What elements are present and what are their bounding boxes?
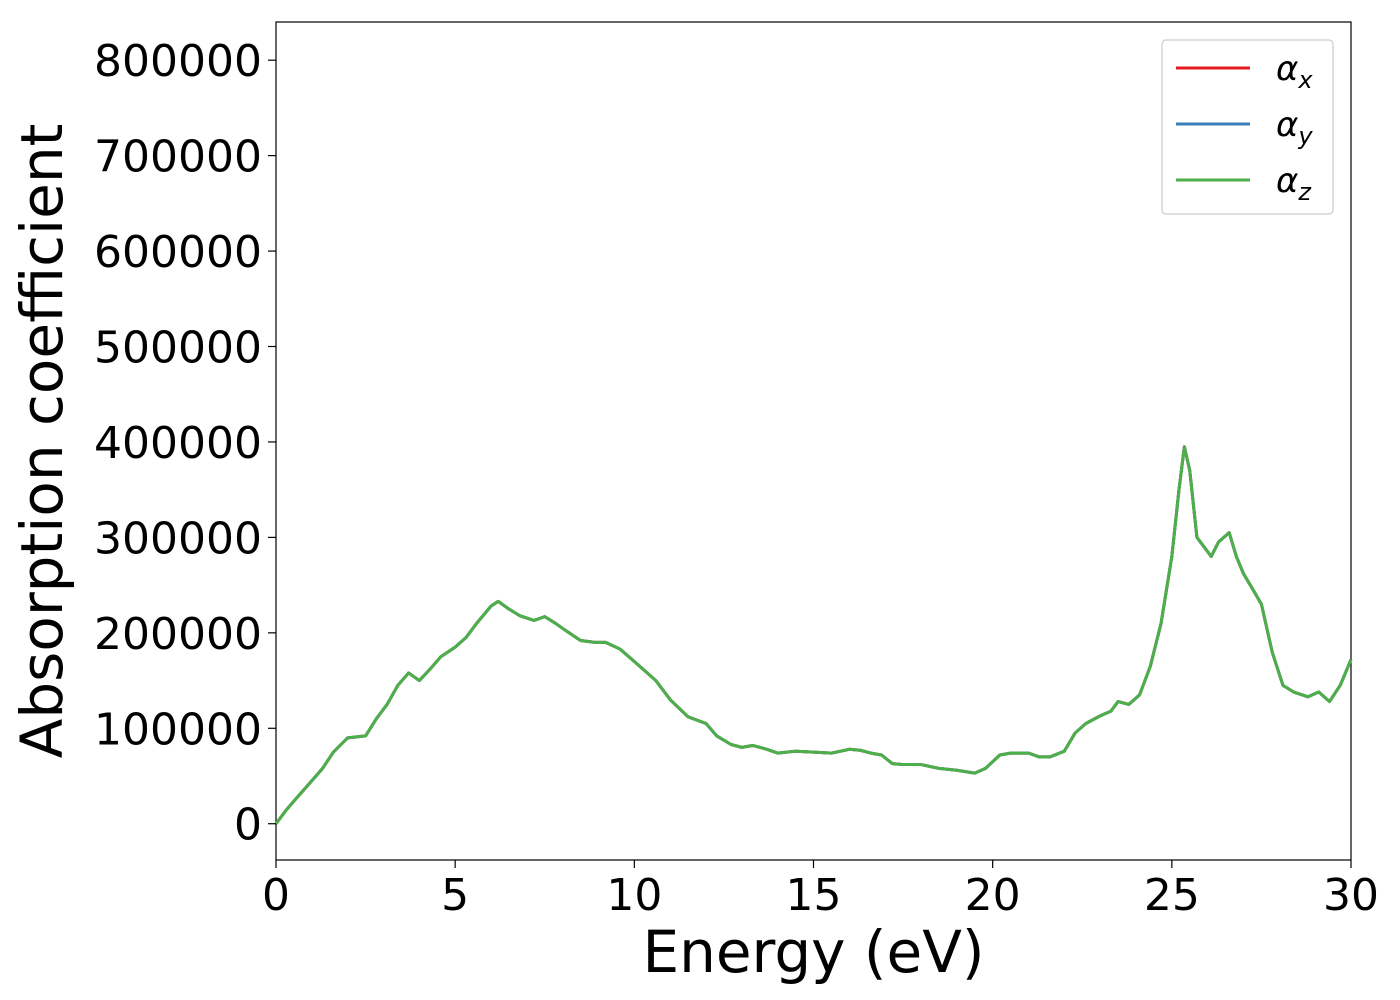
x-tick-label: 15 [786, 870, 842, 921]
series-line-x [274, 445, 1353, 825]
x-axis-label: Energy (eV) [642, 918, 984, 986]
y-tick-label: 800000 [94, 36, 262, 87]
y-tick-label: 0 [234, 800, 262, 851]
legend-subscript: y [1297, 122, 1313, 150]
series-layer [274, 445, 1353, 825]
y-tick-label: 700000 [94, 132, 262, 183]
x-axis-ticks: 0 5 10 15 20 25 30 [262, 860, 1379, 921]
y-axis-ticks: 0 100000 200000 300000 400000 500000 600000 700… [94, 36, 276, 851]
x-tick-label: 0 [262, 870, 290, 921]
series-line-y [274, 445, 1353, 825]
y-axis-label: Absorption coefficient [8, 124, 76, 759]
y-tick-label: 600000 [94, 227, 262, 278]
x-tick-label: 5 [441, 870, 469, 921]
legend-box [1161, 39, 1334, 215]
legend-subscript: x [1297, 66, 1313, 94]
legend-subscript: z [1297, 178, 1312, 206]
x-tick-label: 30 [1323, 870, 1379, 921]
series-line-z [274, 445, 1353, 825]
x-tick-label: 10 [606, 870, 662, 921]
y-tick-label: 300000 [94, 513, 262, 564]
x-tick-label: 25 [1144, 870, 1200, 921]
y-tick-label: 500000 [94, 323, 262, 374]
y-tick-label: 100000 [94, 704, 262, 755]
y-tick-label: 200000 [94, 609, 262, 660]
x-tick-label: 20 [965, 870, 1021, 921]
y-tick-label: 400000 [94, 418, 262, 469]
